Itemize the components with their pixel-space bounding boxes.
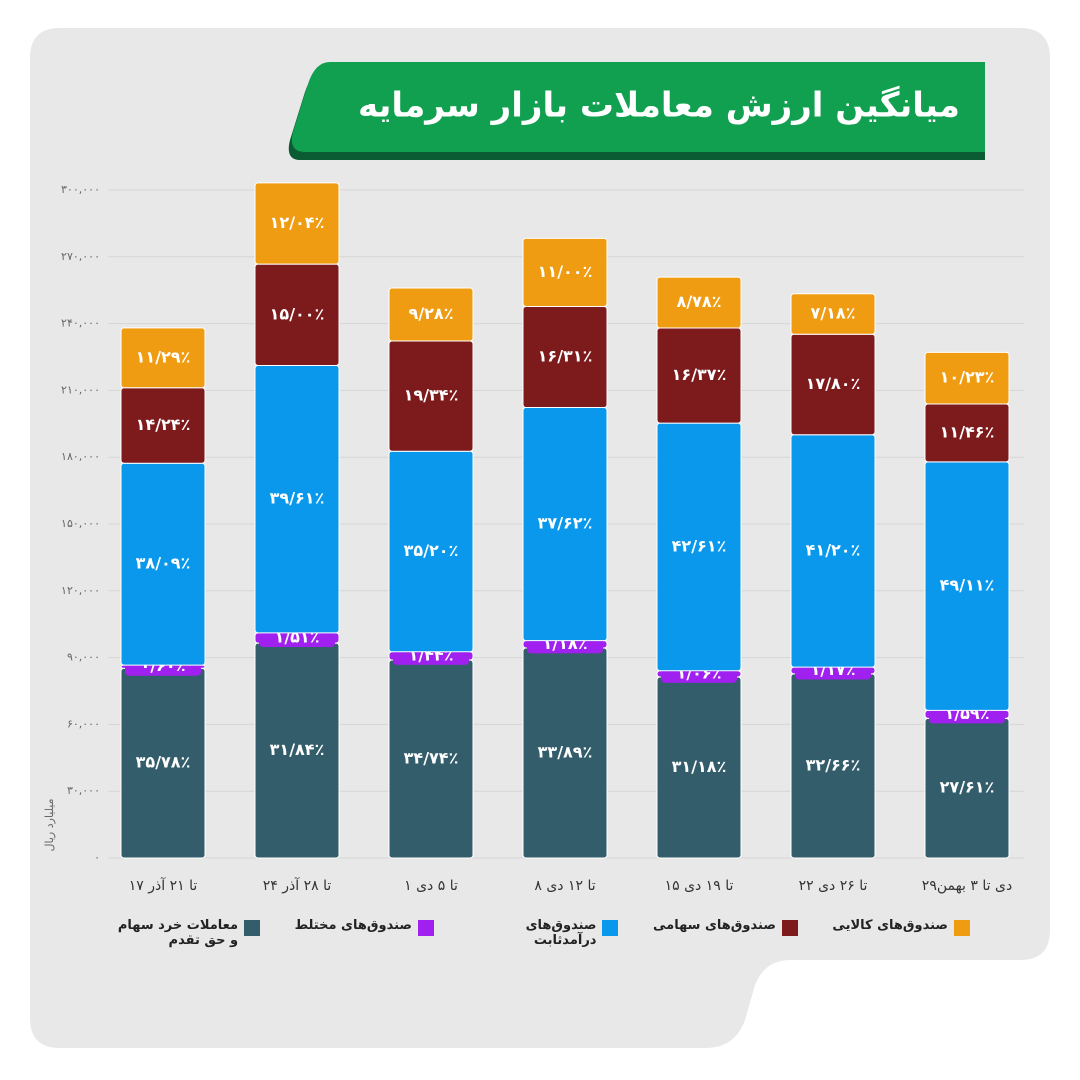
x-tick-label: ۱۵ تا ۱۹ دی <box>665 878 734 894</box>
segment-label: ۸/۷۸٪ <box>677 292 722 311</box>
segment-label: ۳۹/۶۱٪ <box>270 489 325 508</box>
bar-segment <box>522 237 608 307</box>
y-tick-label: ۶۰,۰۰۰ <box>67 717 100 730</box>
segment-label: ۳۲/۶۶٪ <box>806 755 861 774</box>
legend-item: صندوق‌های کالایی <box>832 918 970 948</box>
segment-label: ۷/۱۸٪ <box>811 304 856 323</box>
segment-label: ۱۱/۴۶٪ <box>940 422 995 441</box>
segment-label: ۴۱/۲۰٪ <box>806 540 861 559</box>
segment-label: ۱۵/۰۰٪ <box>270 304 325 323</box>
x-tick-label: ۲۹دی تا ۳ بهمن <box>922 878 1012 894</box>
bar-segment <box>790 293 876 335</box>
segment-label: ۱۹/۳۴٪ <box>404 386 459 405</box>
segment-label: ۳۵/۲۰٪ <box>404 541 459 560</box>
legend-swatch <box>954 920 970 936</box>
legend: صندوق‌های کالایی صندوق‌های سهامی صندوق‌های… <box>110 918 970 948</box>
title-banner <box>291 62 985 152</box>
legend-label: صندوق‌های سهامی <box>653 918 776 933</box>
bar-segment <box>120 327 206 389</box>
segment-label: ۳۱/۱۸٪ <box>672 757 727 776</box>
y-tick-label: ۲۱۰,۰۰۰ <box>61 383 100 396</box>
segment-label: ۱۰/۲۳٪ <box>940 368 995 387</box>
legend-label: صندوق‌های کالایی <box>832 918 948 933</box>
legend-swatch <box>417 920 434 936</box>
y-tick-label: ۱۲۰,۰۰۰ <box>61 584 100 597</box>
segment-label: ۱۶/۳۷٪ <box>672 365 727 384</box>
x-tick-label: ۱۷ تا ۲۱ آذر <box>129 877 198 894</box>
label-background <box>259 629 335 648</box>
bar-segment <box>388 287 474 342</box>
plot: ۰ ۳۰,۰۰۰ ۶۰,۰۰۰ ۹۰,۰۰۰ ۱۲۰,۰۰۰ ۱۵۰,۰۰۰ ۱۸۰,۰۰۰… <box>61 182 1024 894</box>
segment-label: ۳۴/۷۴٪ <box>404 749 459 768</box>
y-tick-label: ۹۰,۰۰۰ <box>67 651 100 664</box>
legend-item: صندوق‌های درآمدثابت <box>468 918 619 948</box>
legend-swatch <box>781 920 798 936</box>
y-tick-label: ۲۷۰,۰۰۰ <box>61 250 100 263</box>
y-tick-label: ۲۴۰,۰۰۰ <box>61 317 100 330</box>
legend-label: صندوق‌های درآمدثابت <box>525 918 597 948</box>
bar-segment <box>254 182 340 265</box>
segment-label: ۳۳/۸۹٪ <box>538 743 593 762</box>
segment-label: ۱۶/۳۱٪ <box>538 347 593 366</box>
segment-label: ۳۵/۷۸٪ <box>136 753 191 772</box>
segment-label: ۱۱/۲۹٪ <box>136 347 191 366</box>
y-tick-label: ۳۰۰,۰۰۰ <box>61 183 100 196</box>
legend-swatch <box>602 920 619 936</box>
segment-label: ۴۲/۶۱٪ <box>672 536 727 555</box>
y-tick-label: ۳۰,۰۰۰ <box>67 784 100 797</box>
y-tick-label: ۱۵۰,۰۰۰ <box>61 517 100 530</box>
y-axis-label: میلیارد ریال <box>43 798 56 851</box>
segment-label: ۴۹/۱۱٪ <box>940 576 995 595</box>
legend-label: معاملات خرد سهام و حق تقدم <box>117 918 239 948</box>
y-tick-label: ۱۸۰,۰۰۰ <box>61 450 100 463</box>
segment-label: ۳۷/۶۲٪ <box>538 514 593 533</box>
segment-label: ۱۲/۰۴٪ <box>270 213 325 232</box>
legend-item: معاملات خرد سهام و حق تقدم <box>110 918 261 948</box>
legend-item: صندوق‌های مختلط <box>295 918 434 948</box>
bar-segment <box>656 276 742 329</box>
segment-label: ۹/۲۸٪ <box>409 304 454 323</box>
segment-label: ۱۷/۸۰٪ <box>806 374 861 393</box>
legend-item: صندوق‌های سهامی <box>653 918 798 948</box>
chart-title: میانگین ارزش معاملات بازار سرمایه <box>358 86 960 126</box>
bar-segment <box>924 351 1010 405</box>
x-tick-label: ۱ تا ۵ دی <box>404 878 458 894</box>
legend-swatch <box>244 920 261 936</box>
segment-label: ۲۷/۶۱٪ <box>940 778 995 797</box>
legend-label: صندوق‌های مختلط <box>294 918 412 933</box>
segment-label: ۳۸/۰۹٪ <box>136 554 191 573</box>
x-tick-label: ۲۲ تا ۲۶ دی <box>799 878 868 894</box>
segment-label: ۱۴/۲۴٪ <box>136 415 191 434</box>
segment-label: ۳۱/۸۴٪ <box>270 740 325 759</box>
segment-label: ۱۱/۰۰٪ <box>538 262 593 281</box>
x-tick-label: ۸ تا ۱۲ دی <box>534 878 595 894</box>
x-tick-label: ۲۴ تا ۲۸ آذر <box>263 877 332 894</box>
y-tick-label: ۰ <box>94 851 100 864</box>
